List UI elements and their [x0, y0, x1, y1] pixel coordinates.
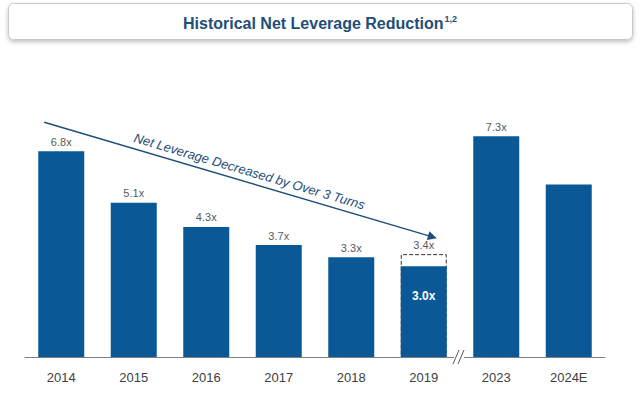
svg-text:7.3x: 7.3x — [486, 121, 507, 133]
svg-text:3.4x: 3.4x — [413, 239, 434, 251]
svg-text:6.8x: 6.8x — [51, 136, 72, 148]
svg-text:3.3x: 3.3x — [341, 242, 362, 254]
svg-text:3.0x: 3.0x — [412, 289, 436, 303]
svg-text:2023: 2023 — [482, 370, 511, 385]
svg-text:2014: 2014 — [47, 370, 76, 385]
svg-text:Historical Net Leverage Reduct: Historical Net Leverage Reduction — [183, 15, 444, 32]
svg-text:2015: 2015 — [119, 370, 148, 385]
svg-text:2017: 2017 — [264, 370, 293, 385]
svg-text:Net Leverage Decreased by Over: Net Leverage Decreased by Over 3 Turns — [132, 130, 367, 212]
svg-text:2016: 2016 — [192, 370, 221, 385]
svg-text:4.3x: 4.3x — [196, 211, 217, 223]
svg-text:3.7x: 3.7x — [268, 230, 289, 242]
svg-text:5.1x: 5.1x — [123, 187, 144, 199]
svg-text:2018: 2018 — [337, 370, 366, 385]
svg-text:2024E: 2024E — [550, 370, 588, 385]
svg-text:1,2: 1,2 — [445, 14, 458, 24]
svg-text:2019: 2019 — [409, 370, 438, 385]
